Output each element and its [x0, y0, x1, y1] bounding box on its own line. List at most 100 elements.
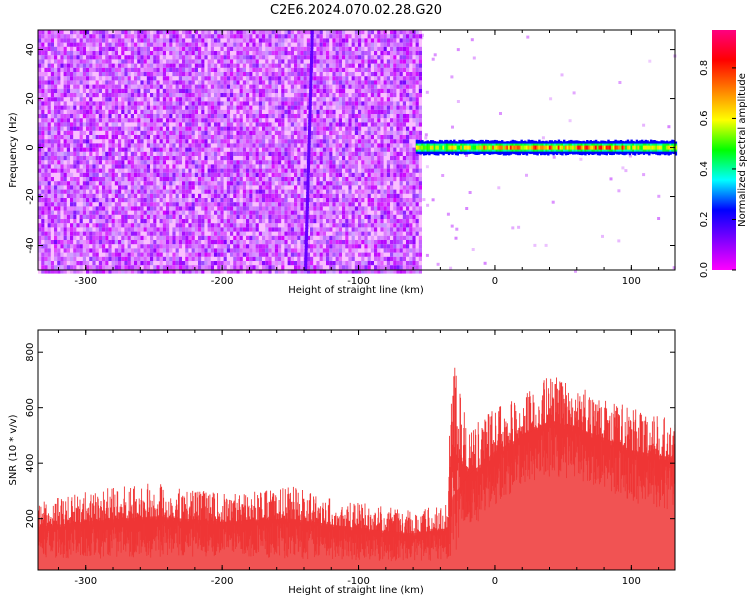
- spectrogram-cell: [121, 122, 125, 127]
- spectrogram-cell: [137, 210, 141, 215]
- spectrogram-cell: [287, 164, 291, 169]
- spectrogram-cell: [242, 76, 246, 81]
- spectrogram-cell: [252, 122, 256, 127]
- spectrogram-cell: [178, 46, 182, 51]
- spectrogram-cell: [98, 139, 102, 144]
- spectrogram-cell: [290, 51, 294, 56]
- spectrogram-cell: [252, 269, 256, 274]
- spectrogram-cell: [175, 193, 179, 198]
- spectrogram-cell: [226, 109, 230, 114]
- spectrogram-cell: [262, 105, 266, 110]
- spectrogram-cell: [150, 105, 154, 110]
- spectrogram-cell: [268, 55, 272, 60]
- spectrogram-cell: [217, 147, 221, 152]
- spectrogram-cell: [137, 109, 141, 114]
- spectrogram-cell: [66, 93, 70, 98]
- spectrogram-cell: [114, 240, 118, 245]
- spectrogram-cell: [207, 189, 211, 194]
- spectrogram-cell: [44, 256, 48, 261]
- spectrogram-cell: [108, 168, 112, 173]
- spectrogram-cell: [111, 252, 115, 257]
- spectrogram-cell: [146, 261, 150, 266]
- spectrogram-cell: [297, 231, 301, 236]
- spectrogram-cell: [226, 88, 230, 93]
- spectrogram-cell: [207, 135, 211, 140]
- spectrogram-cell: [258, 244, 262, 249]
- spectrogram-cell: [153, 59, 157, 64]
- spectrogram-cell: [246, 210, 250, 215]
- spectrogram-cell: [156, 219, 160, 224]
- spectrogram-cell: [194, 130, 198, 135]
- spectrogram-cell: [214, 147, 218, 152]
- spectrogram-cell: [220, 51, 224, 56]
- spectrogram-cell: [239, 30, 243, 35]
- spectrogram-cell: [303, 172, 307, 177]
- spectrogram-cell: [102, 59, 106, 64]
- spectrogram-cell: [82, 227, 86, 232]
- spectrogram-cell: [182, 51, 186, 56]
- spectrogram-cell: [249, 114, 253, 119]
- spectrogram-cell: [79, 46, 83, 51]
- spectrogram-cell: [70, 223, 74, 228]
- spectrogram-cell: [166, 84, 170, 89]
- spectrogram-cell: [95, 101, 99, 106]
- spectrogram-cell: [178, 88, 182, 93]
- spectrogram-cell: [182, 72, 186, 77]
- spectrogram-cell: [303, 206, 307, 211]
- spectrogram-cell: [220, 105, 224, 110]
- spectrogram-cell: [121, 261, 125, 266]
- spectrogram-cell: [223, 227, 227, 232]
- spectrogram-cell: [124, 198, 128, 203]
- spectrogram-cell: [70, 198, 74, 203]
- spectrogram-cell: [226, 193, 230, 198]
- spectrogram-cell: [63, 227, 67, 232]
- spectrogram-cell: [194, 168, 198, 173]
- spectrogram-cell: [178, 185, 182, 190]
- spectrogram-cell: [50, 202, 54, 207]
- spectrogram-cell: [76, 160, 80, 165]
- spectrogram-cell: [191, 269, 195, 274]
- spectrogram-cell: [258, 109, 262, 114]
- spectrogram-cell: [297, 235, 301, 240]
- spectrogram-cell: [47, 206, 51, 211]
- spectrogram-cell: [220, 231, 224, 236]
- spectrogram-cell: [153, 88, 157, 93]
- spectrogram-cell: [150, 256, 154, 261]
- spectrogram-cell: [198, 105, 202, 110]
- spectrogram-cell: [223, 168, 227, 173]
- spectrogram-cell: [223, 198, 227, 203]
- spectrogram-cell: [290, 59, 294, 64]
- spectrogram-cell: [223, 185, 227, 190]
- spectrogram-cell: [73, 185, 77, 190]
- spectrogram-cell: [258, 256, 262, 261]
- spectrogram-cell: [60, 72, 64, 77]
- spectrogram-cell: [300, 252, 304, 257]
- spectrogram-cell: [95, 126, 99, 131]
- spectrogram-cell: [226, 172, 230, 177]
- spectrogram-cell: [105, 185, 109, 190]
- spectrogram-cell: [191, 151, 195, 156]
- spectrogram-cell: [54, 38, 58, 43]
- spectrogram-cell: [134, 80, 138, 85]
- spectrogram-cell: [76, 51, 80, 56]
- spectrogram-cell: [50, 126, 54, 131]
- spectrogram-cell: [105, 219, 109, 224]
- spectrogram-cell: [287, 38, 291, 43]
- spectrogram-cell: [38, 248, 42, 253]
- spectrogram-cell: [210, 223, 214, 228]
- spectrogram-cell: [124, 202, 128, 207]
- spectrogram-cell: [66, 240, 70, 245]
- spectrogram-cell: [102, 248, 106, 253]
- spectrogram-cell: [194, 265, 198, 270]
- spectrogram-cell: [262, 80, 266, 85]
- spectrogram-cell: [281, 42, 285, 47]
- spectrogram-cell: [262, 172, 266, 177]
- spectrogram-cell: [47, 168, 51, 173]
- spectrogram-cell: [236, 42, 240, 47]
- spectrogram-cell: [114, 101, 118, 106]
- spectrogram-cell: [233, 231, 237, 236]
- spectrogram-cell: [79, 109, 83, 114]
- spectrogram-cell: [204, 38, 208, 43]
- spectrogram-cell: [105, 30, 109, 35]
- spectrogram-cell: [38, 252, 42, 257]
